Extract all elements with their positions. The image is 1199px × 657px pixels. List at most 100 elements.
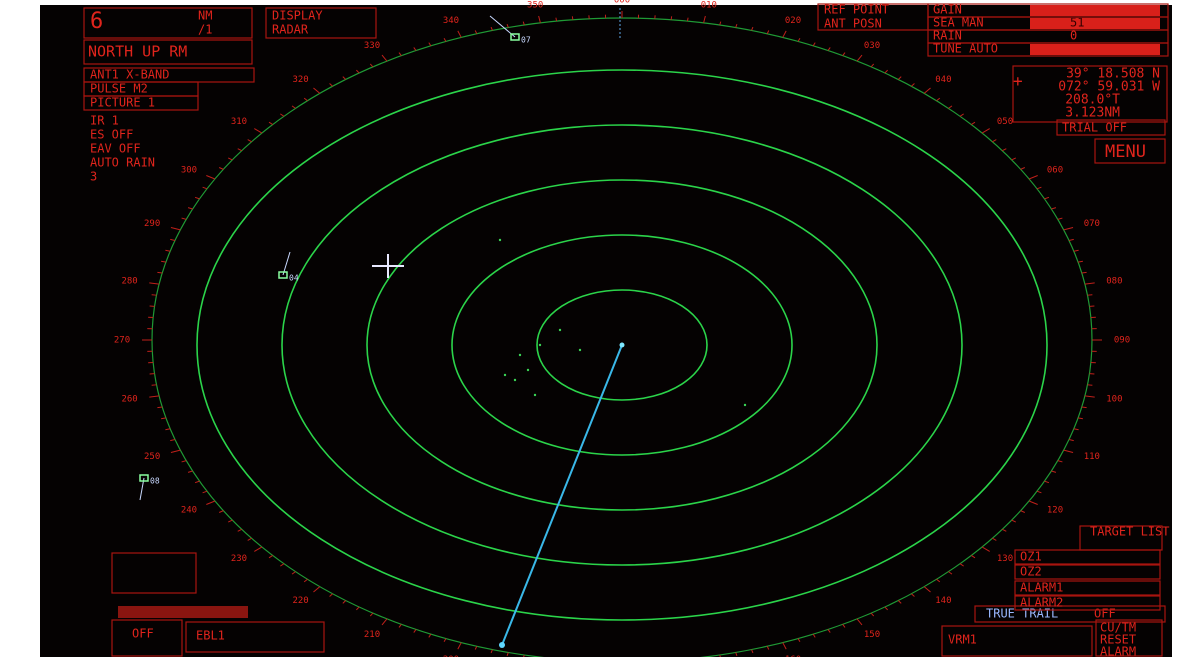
bearing-tick: [1068, 439, 1074, 442]
bearing-tick: [157, 406, 163, 409]
zone-box[interactable]: [1014, 564, 1161, 580]
bearing-tick: [227, 157, 233, 161]
bearing-label: 320: [292, 75, 308, 85]
zone-label[interactable]: OZ1: [1020, 550, 1042, 564]
true-trail-state[interactable]: OFF: [1094, 607, 1116, 621]
menu-item[interactable]: ANT1 X-BAND: [90, 68, 169, 82]
control-label[interactable]: GAIN: [933, 3, 962, 17]
ebl[interactable]: EBL1: [196, 629, 225, 643]
bearing-tick: [703, 15, 706, 24]
bearing-tick: [884, 69, 888, 74]
cu-tm[interactable]: CU/TM: [1100, 621, 1136, 635]
bearing-tick: [398, 624, 402, 628]
target-symbol[interactable]: [139, 474, 149, 482]
bearing-label: 130: [997, 554, 1013, 564]
cu-box[interactable]: [1095, 619, 1163, 657]
bearing-tick: [218, 167, 224, 170]
trial[interactable]: TRIAL OFF: [1062, 121, 1127, 135]
ebl-state-box[interactable]: [111, 619, 183, 657]
bearing-tick: [719, 21, 722, 26]
zone-label[interactable]: ALARM1: [1020, 581, 1063, 595]
ebl-box[interactable]: [185, 621, 325, 653]
echo: [513, 378, 517, 382]
zone-label[interactable]: OZ2: [1020, 565, 1042, 579]
bearing-tick: [356, 606, 360, 611]
vrm-box[interactable]: [941, 625, 1093, 657]
target-id[interactable]: 08: [150, 477, 160, 486]
bearing-tick: [842, 624, 846, 628]
target-symbol[interactable]: [278, 271, 288, 279]
bearing-tick: [827, 47, 831, 51]
bearing-tick: [165, 249, 171, 252]
bearing-label: 200: [443, 655, 459, 657]
bearing-tick: [971, 555, 976, 559]
control-bar: [1030, 44, 1160, 55]
menu-item[interactable]: PULSE M2: [90, 82, 148, 96]
menu[interactable]: MENU: [1105, 142, 1146, 162]
bearing-tick: [766, 30, 770, 34]
zone-box[interactable]: [1014, 580, 1161, 596]
bearing-tick: [313, 87, 321, 94]
target-symbol[interactable]: [510, 33, 520, 41]
bearing-tick: [884, 606, 888, 611]
range-ring: [451, 234, 793, 456]
bearing-tick: [1028, 500, 1038, 505]
bearing-label: 040: [935, 75, 951, 85]
control-label[interactable]: RAIN: [933, 29, 962, 43]
bearing-label: 030: [864, 41, 880, 51]
trial-box[interactable]: [1056, 119, 1166, 136]
bearing-tick: [538, 15, 541, 24]
control-box[interactable]: [927, 42, 1169, 57]
menu-item-box[interactable]: [83, 95, 199, 111]
ant-posn: ANT POSN: [824, 17, 882, 31]
bearing-tick: [187, 470, 193, 473]
range-ring: [196, 69, 1048, 621]
bearing-label: 070: [1084, 219, 1100, 229]
vrm[interactable]: VRM1: [948, 633, 977, 647]
control-label[interactable]: TUNE AUTO: [933, 42, 998, 56]
bearing-tick: [870, 63, 875, 68]
menu-button[interactable]: [1094, 138, 1166, 164]
bearing-tick: [413, 629, 417, 633]
range-box: [83, 7, 253, 39]
bearing-tick: [227, 519, 233, 523]
echo: [578, 348, 582, 352]
bearing-tick: [329, 83, 333, 87]
echo: [503, 373, 507, 377]
target-list[interactable]: TARGET LIST: [1090, 525, 1169, 539]
bearing-tick: [897, 600, 902, 604]
alarm[interactable]: ALARM: [1100, 645, 1136, 657]
true-trail-box[interactable]: [974, 605, 1166, 623]
bearing-tick: [1063, 449, 1074, 454]
bearing-tick: [1077, 417, 1083, 420]
bearing-tick: [1081, 271, 1087, 274]
bearing-tick: [1002, 528, 1007, 532]
target-id[interactable]: 04: [289, 274, 299, 283]
control-label[interactable]: SEA MAN: [933, 16, 984, 30]
zone-box[interactable]: [1014, 549, 1161, 565]
bearing-tick: [280, 113, 285, 117]
bearing-tick: [187, 207, 193, 210]
control-value[interactable]: 51: [1070, 16, 1084, 30]
ebl-state[interactable]: OFF: [132, 627, 154, 641]
bearing-tick: [971, 121, 976, 125]
reset[interactable]: RESET: [1100, 633, 1136, 647]
range-ring: /1: [198, 23, 212, 37]
zone-label[interactable]: ALARM2: [1020, 596, 1063, 610]
range-ring: [536, 289, 708, 401]
bearing-tick: [413, 47, 417, 51]
control-value[interactable]: 0: [1070, 29, 1077, 43]
bearing-tick: [268, 121, 273, 125]
bearing-tick: [1011, 157, 1017, 161]
bearing-tick: [457, 30, 462, 38]
target-id[interactable]: 07: [521, 36, 531, 45]
cursor-range: 3.123NM: [1065, 106, 1120, 121]
zone-box[interactable]: [1014, 595, 1161, 611]
range-unit: NM: [198, 9, 212, 23]
bearing-tick: [1044, 480, 1050, 484]
menu-item[interactable]: PICTURE 1: [90, 96, 155, 110]
bearing-tick: [981, 546, 990, 552]
bearing-tick: [1057, 217, 1063, 220]
bearing-label: 140: [935, 596, 951, 606]
bearing-tick: [170, 449, 181, 454]
